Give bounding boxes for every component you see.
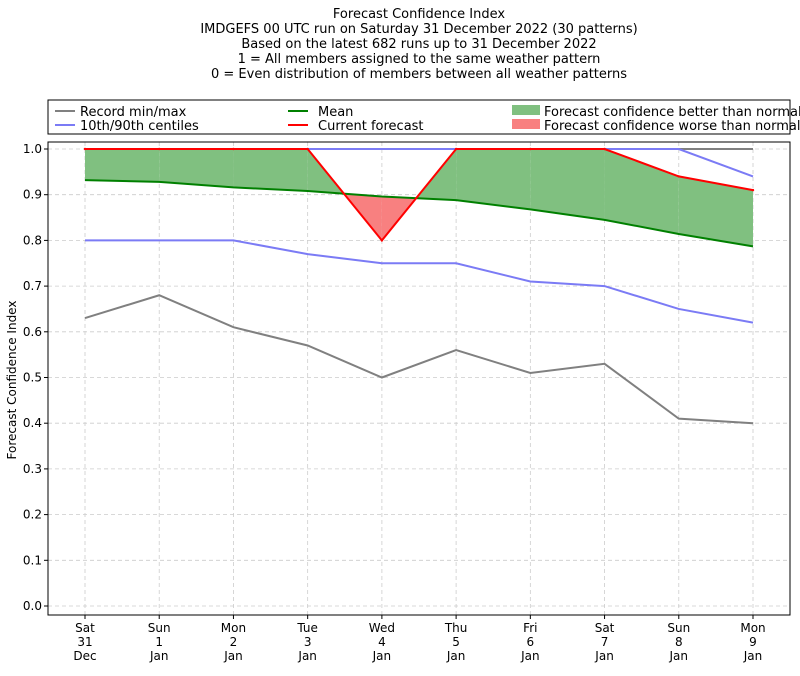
legend-swatch-better (512, 105, 540, 115)
y-tick-label: 0.6 (23, 325, 42, 339)
y-tick-label: 0.3 (23, 462, 42, 476)
title-line-2: IMDGEFS 00 UTC run on Saturday 31 Decemb… (200, 22, 637, 37)
x-tick-label-line: Jan (149, 649, 169, 663)
fill-better-than-normal (678, 176, 753, 247)
x-tick-label-line: 7 (601, 635, 609, 649)
x-tick-label: Fri 6 Jan (520, 621, 540, 663)
x-tick-label-line: Jan (520, 649, 540, 663)
y-tick-label: 1.0 (23, 142, 42, 156)
y-tick-label: 0.0 (23, 599, 42, 613)
x-tick-label-line: Jan (743, 649, 763, 663)
x-tick-label: Tue 3 Jan (296, 621, 318, 663)
legend-frame (47, 99, 791, 135)
legend-label-record: Record min/max (80, 105, 187, 120)
title-line-3: Based on the latest 682 runs up to 31 De… (241, 37, 596, 52)
x-tick-label: Thu 5 Jan (444, 621, 468, 663)
y-tick-label: 0.7 (23, 279, 42, 293)
x-tick-label-line: 1 (155, 635, 163, 649)
x-tick-label-line: Jan (594, 649, 614, 663)
x-tick-label: Sat 7 Jan (594, 621, 614, 663)
x-tick-label-line: Sat (595, 621, 615, 635)
x-tick-label-line: Jan (223, 649, 243, 663)
series-current-forecast (85, 148, 754, 242)
fill-better-than-normal (233, 149, 308, 192)
y-tick-label: 0.9 (23, 188, 42, 202)
x-tick-label-line: 3 (304, 635, 312, 649)
x-tick-label-line: 2 (230, 635, 238, 649)
current-forecast-point (751, 188, 755, 192)
title-line-1: Forecast Confidence Index (333, 7, 505, 22)
x-tick-label-line: Sat (75, 621, 95, 635)
plot-area (47, 141, 791, 616)
y-axis-ticks: 0.0 0.1 0.2 0.3 0.4 0.5 0.6 0.7 0.8 0.9 1.0 (23, 142, 48, 613)
x-tick-label-line: Jan (372, 649, 392, 663)
x-tick-label-line: 5 (452, 635, 460, 649)
x-tick-label-line: Jan (669, 649, 689, 663)
x-tick-label-line: Sun (667, 621, 690, 635)
series-10th-centile (85, 239, 754, 324)
current-forecast-point (454, 147, 458, 151)
x-tick-label-line: Thu (444, 621, 468, 635)
x-tick-label-line: 4 (378, 635, 386, 649)
x-tick-label: Sat 31 Dec (73, 621, 96, 663)
title-line-5: 0 = Even distribution of members between… (211, 67, 627, 82)
x-tick-label-line: Mon (221, 621, 246, 635)
x-tick-label-line: 31 (77, 635, 92, 649)
y-axis-label: Forecast Confidence Index (5, 301, 19, 460)
current-forecast-point (603, 147, 606, 151)
x-tick-label: Sun 1 Jan (148, 621, 171, 663)
x-tick-label-line: Jan (446, 649, 466, 663)
current-forecast-point (158, 147, 161, 151)
current-forecast-point (529, 147, 532, 151)
x-tick-label-line: Dec (73, 649, 96, 663)
x-tick-label-line: Sun (148, 621, 171, 635)
x-tick-label-line: Fri (523, 621, 537, 635)
series-lines (83, 147, 755, 425)
series-mean (84, 179, 754, 248)
legend-label-current: Current forecast (318, 119, 424, 134)
legend-label-centiles: 10th/90th centiles (80, 119, 199, 134)
fill-better-than-normal (159, 149, 234, 188)
y-tick-label: 0.4 (23, 416, 42, 430)
y-tick-label: 0.5 (23, 371, 42, 385)
legend-swatch-worse (512, 119, 540, 129)
x-tick-label: Mon 2 Jan (221, 621, 246, 663)
current-forecast-point (232, 147, 235, 151)
x-tick-label-line: Jan (297, 649, 317, 663)
x-tick-label-line: Tue (296, 621, 318, 635)
current-forecast-point (83, 147, 87, 151)
current-forecast-point (306, 147, 309, 151)
fill-better-than-normal (85, 149, 160, 182)
y-tick-label: 0.2 (23, 508, 42, 522)
x-tick-label: Sun 8 Jan (667, 621, 690, 663)
x-tick-label: Wed 4 Jan (369, 621, 395, 663)
x-tick-label-line: 6 (527, 635, 535, 649)
title-line-4: 1 = All members assigned to the same wea… (238, 52, 601, 67)
chart-title: Forecast Confidence Index IMDGEFS 00 UTC… (200, 7, 637, 82)
x-tick-label-line: 9 (749, 635, 757, 649)
series-record-min (84, 294, 754, 425)
fill-better-than-normal (530, 149, 605, 220)
y-tick-label: 0.1 (23, 553, 42, 567)
current-forecast-point (677, 175, 680, 178)
legend-label-better: Forecast confidence better than normal (544, 105, 800, 120)
fill-better-than-normal (456, 149, 531, 210)
x-tick-label: Mon 9 Jan (740, 621, 765, 663)
legend-label-mean: Mean (318, 105, 353, 120)
legend: Record min/max Mean Forecast confidence … (47, 99, 800, 135)
current-forecast-point (380, 239, 384, 242)
y-tick-label: 0.8 (23, 233, 42, 247)
legend-label-worse: Forecast confidence worse than normal (544, 119, 800, 134)
x-tick-label-line: 8 (675, 635, 683, 649)
x-tick-label-line: Wed (369, 621, 395, 635)
x-tick-label-line: Mon (740, 621, 765, 635)
